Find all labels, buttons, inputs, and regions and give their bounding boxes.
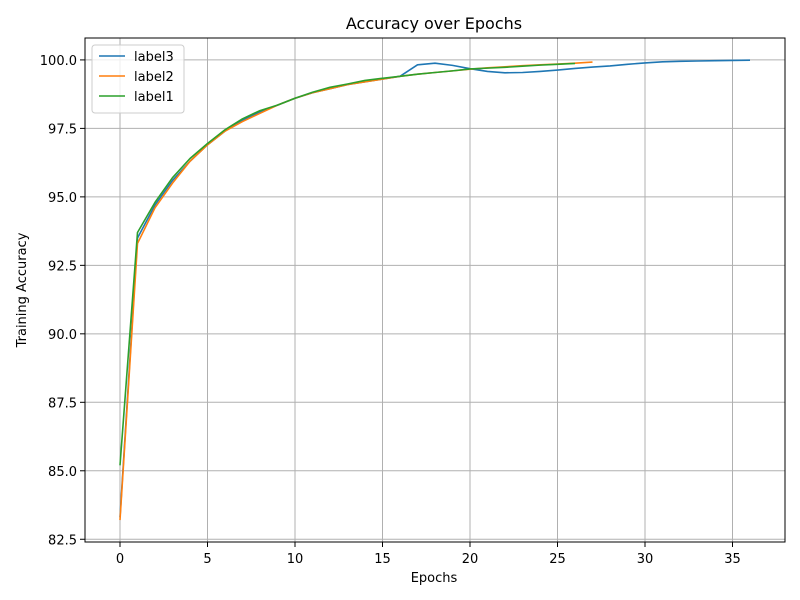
y-axis-label: Training Accuracy [15,232,30,348]
series-line-label2 [119,61,593,521]
x-tick-label: 0 [116,552,124,567]
x-tick-label: 15 [374,552,391,567]
x-tick-label: 25 [549,552,566,567]
y-tick-label: 87.5 [48,396,77,411]
legend-label-label2: label2 [134,70,174,85]
y-axis-ticks: 82.5 85.0 87.5 90.0 92.5 95.0 97.5 100.0 [40,54,85,548]
grid [85,38,785,542]
y-tick-label: 85.0 [48,465,77,480]
x-tick-label: 5 [203,552,211,567]
series-lines [119,59,751,521]
y-tick-label: 90.0 [48,328,77,343]
y-tick-label: 100.0 [40,54,77,69]
x-axis-ticks: 0 5 10 15 20 25 30 35 [116,542,741,567]
y-tick-label: 92.5 [48,259,77,274]
chart-title: Accuracy over Epochs [346,14,522,33]
x-tick-label: 30 [637,552,654,567]
series-line-label1 [119,62,576,466]
x-tick-label: 35 [724,552,741,567]
plot-frame [84,37,786,543]
y-tick-label: 95.0 [48,191,77,206]
x-tick-label: 20 [462,552,479,567]
legend-label-label1: label1 [134,90,174,105]
legend-label-label3: label3 [134,50,174,65]
x-axis-label: Epochs [411,571,458,586]
y-tick-label: 97.5 [48,122,77,137]
x-tick-label: 10 [287,552,304,567]
legend: label3 label2 label1 [91,44,185,114]
y-tick-label: 82.5 [48,533,77,548]
